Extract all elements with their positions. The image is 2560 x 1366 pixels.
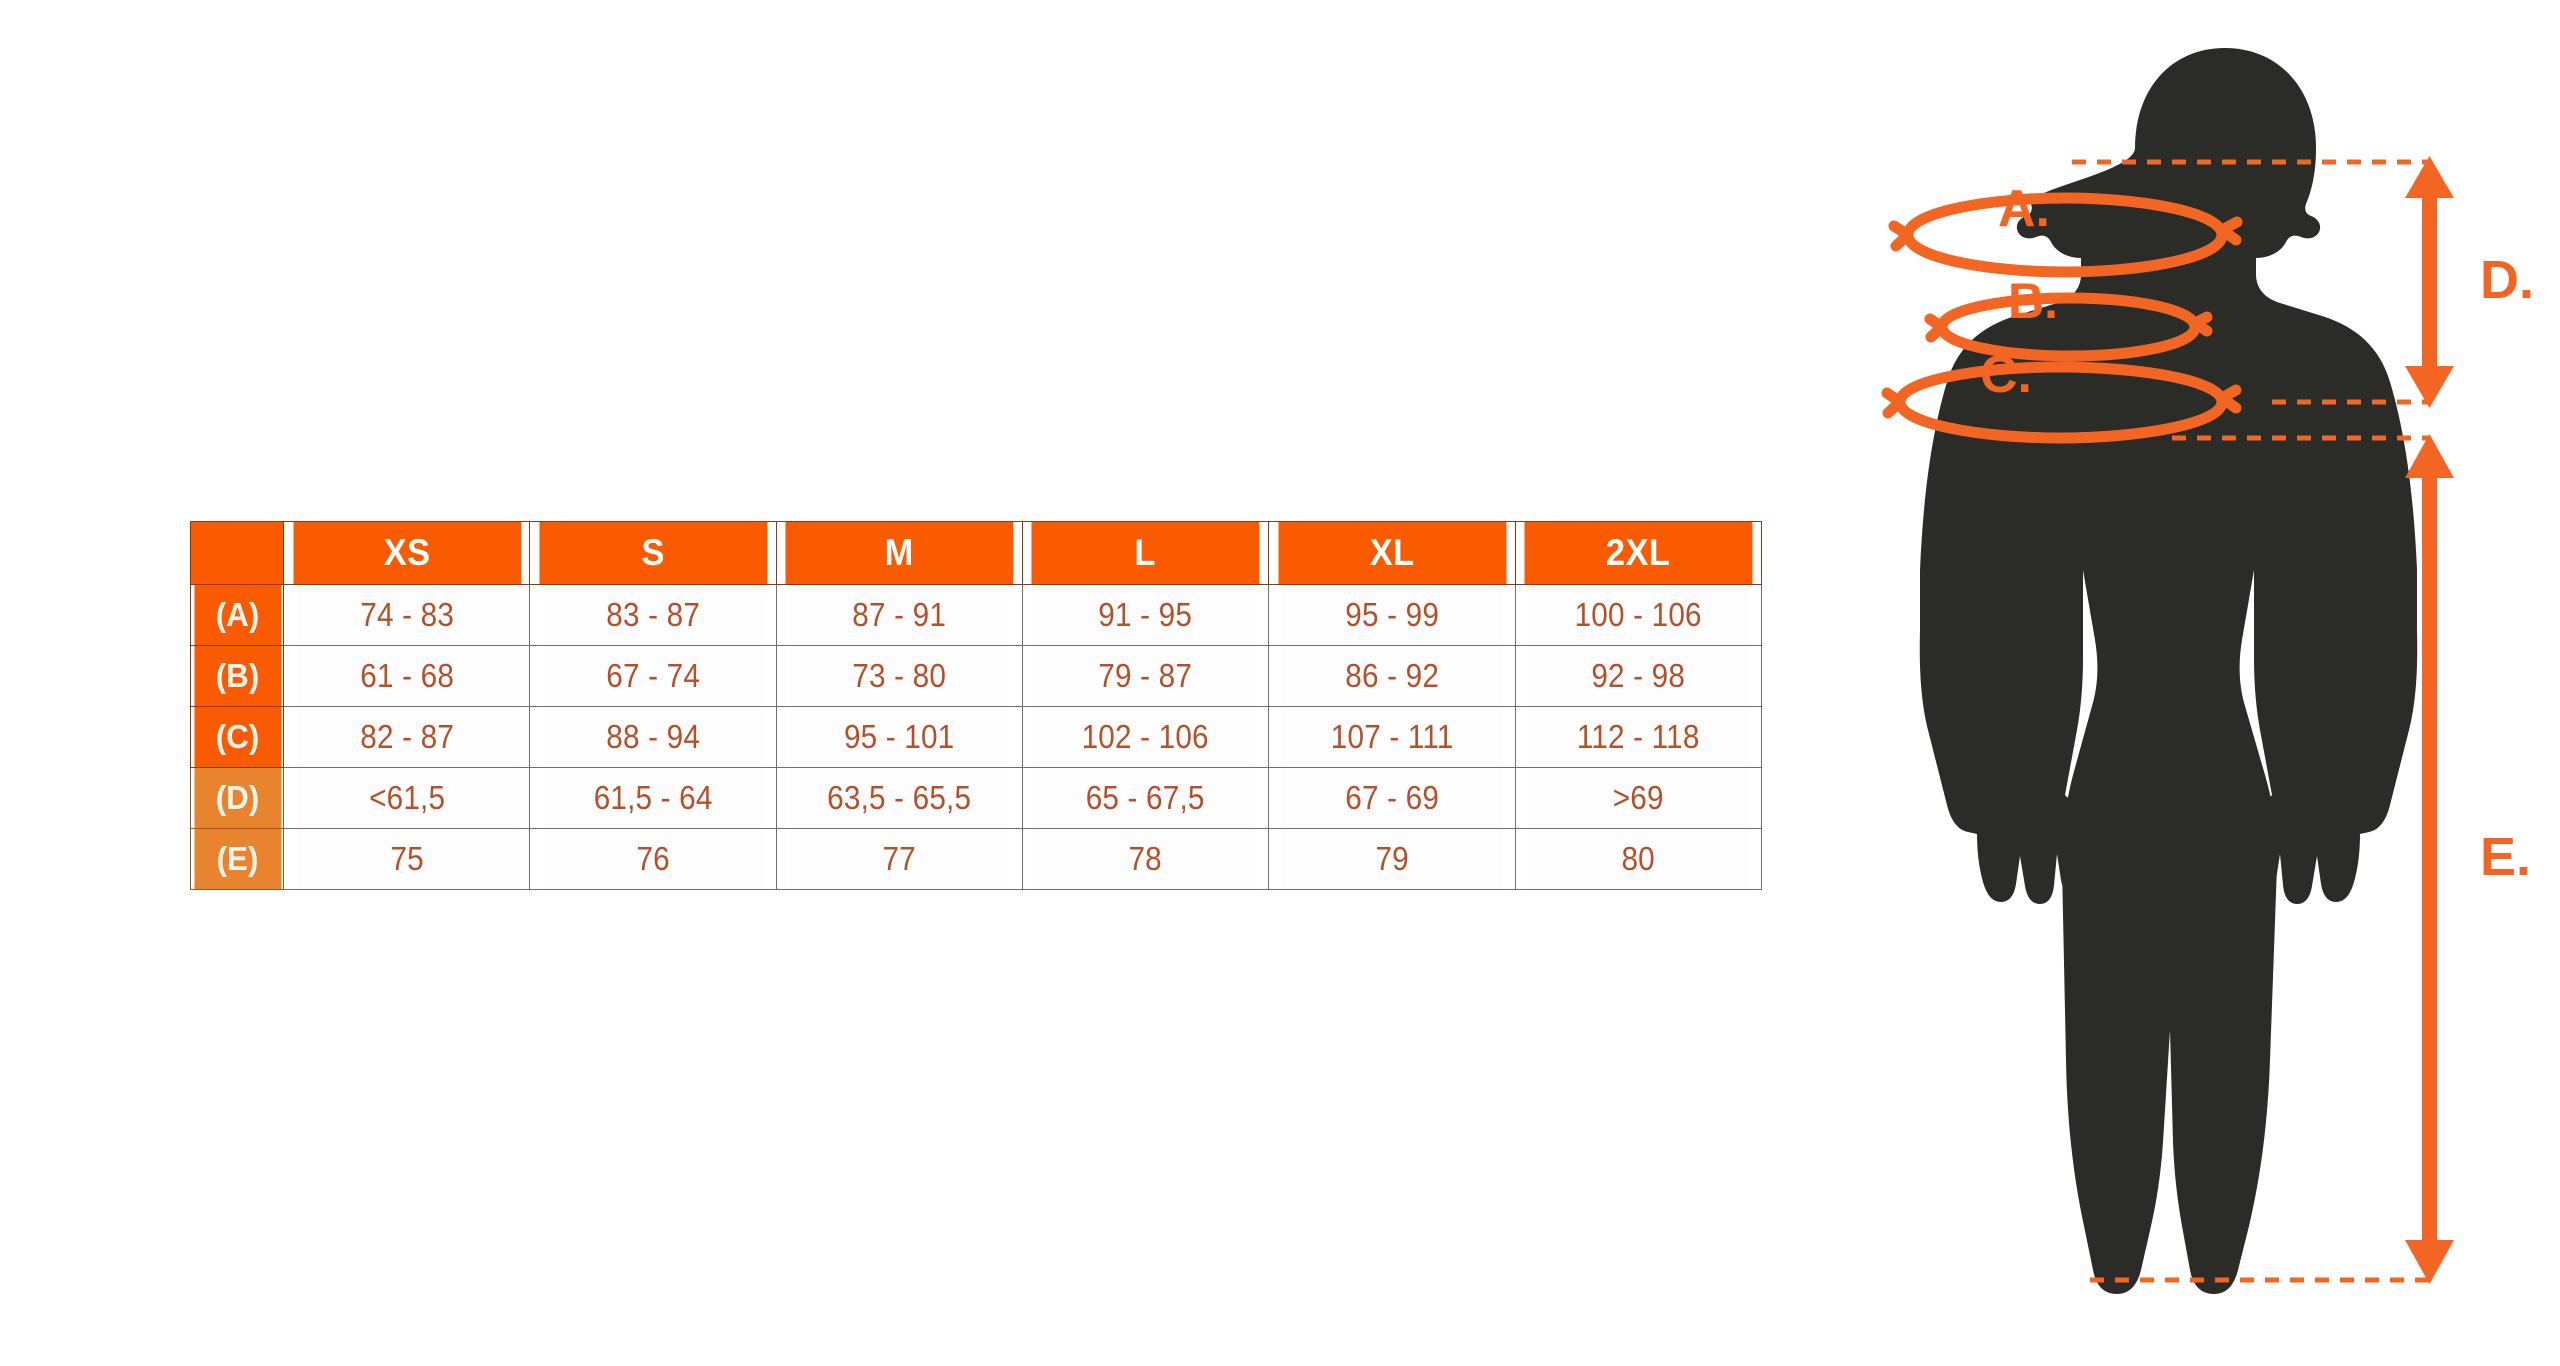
cell-a-xl: 95 - 99 <box>1280 584 1504 646</box>
body-measurement-diagram: A. B. C. D. <box>1790 30 2550 1340</box>
measure-ellipse-a <box>1888 192 2243 278</box>
cell-c-xl: 107 - 111 <box>1280 706 1504 768</box>
table-header: XS S M L XL 2XL <box>190 521 1762 585</box>
row-label-b: (B) <box>192 645 282 707</box>
cell-a-m: 87 - 91 <box>788 584 1011 646</box>
table-row: (A) 74 - 83 83 - 87 87 - 91 91 - 95 95 -… <box>191 584 1762 646</box>
cell-b-xs: 61 - 68 <box>295 645 518 707</box>
cell-a-2xl: 100 - 106 <box>1527 584 1750 646</box>
measure-label-c: C. <box>1980 346 2032 404</box>
cell-d-xs: <61,5 <box>295 767 518 829</box>
cell-d-m: 63,5 - 65,5 <box>788 767 1011 829</box>
table-row: (E) 75 76 77 78 79 80 <box>191 828 1762 890</box>
cell-e-m: 77 <box>788 828 1011 890</box>
size-chart-table: XS S M L XL 2XL (A) 74 - 83 83 - 87 87 -… <box>190 521 1762 890</box>
cell-b-2xl: 92 - 98 <box>1527 645 1750 707</box>
cell-e-xl: 79 <box>1280 828 1504 890</box>
cell-c-l: 102 - 106 <box>1034 706 1257 768</box>
cell-c-2xl: 112 - 118 <box>1527 706 1750 768</box>
table-row: (C) 82 - 87 88 - 94 95 - 101 102 - 106 1… <box>191 706 1762 768</box>
cell-e-l: 78 <box>1034 828 1257 890</box>
column-header-2xl: 2XL <box>1523 521 1754 585</box>
female-body-silhouette <box>1919 48 2418 1294</box>
cell-e-2xl: 80 <box>1527 828 1750 890</box>
measure-label-b: B. <box>2008 273 2058 329</box>
row-label-a: (A) <box>192 584 282 646</box>
cell-c-s: 88 - 94 <box>541 706 765 768</box>
column-header-xl: XL <box>1276 521 1507 585</box>
table-row: (D) <61,5 61,5 - 64 63,5 - 65,5 65 - 67,… <box>191 767 1762 829</box>
cell-e-s: 76 <box>541 828 765 890</box>
table-header-row: XS S M L XL 2XL <box>190 521 1762 585</box>
cell-b-m: 73 - 80 <box>788 645 1011 707</box>
row-label-e: (E) <box>192 828 282 890</box>
table-corner-cell <box>190 521 284 585</box>
table-body: (A) 74 - 83 83 - 87 87 - 91 91 - 95 95 -… <box>191 584 1762 890</box>
column-header-xs: XS <box>291 521 522 585</box>
cell-c-m: 95 - 101 <box>788 706 1011 768</box>
column-header-l: L <box>1030 521 1261 585</box>
cell-b-xl: 86 - 92 <box>1280 645 1504 707</box>
cell-b-s: 67 - 74 <box>541 645 765 707</box>
measure-label-e: E. <box>2480 827 2531 887</box>
cell-a-xs: 74 - 83 <box>295 584 518 646</box>
cell-b-l: 79 - 87 <box>1034 645 1257 707</box>
measure-label-d: D. <box>2480 250 2534 310</box>
dimension-arrow-d <box>2405 156 2454 408</box>
measure-ellipse-c <box>1881 361 2242 444</box>
cell-d-xl: 67 - 69 <box>1280 767 1504 829</box>
cell-a-s: 83 - 87 <box>541 584 765 646</box>
cell-a-l: 91 - 95 <box>1034 584 1257 646</box>
cell-d-2xl: >69 <box>1527 767 1750 829</box>
column-header-m: M <box>784 521 1015 585</box>
cell-d-s: 61,5 - 64 <box>541 767 765 829</box>
cell-d-l: 65 - 67,5 <box>1034 767 1257 829</box>
table-row: (B) 61 - 68 67 - 74 73 - 80 79 - 87 86 -… <box>191 645 1762 707</box>
dimension-arrow-e <box>2405 434 2454 1284</box>
dimension-leader-lines <box>2072 159 2430 1283</box>
column-header-s: S <box>537 521 769 585</box>
measure-label-a: A. <box>1998 180 2050 238</box>
cell-c-xs: 82 - 87 <box>295 706 518 768</box>
row-label-d: (D) <box>192 767 282 829</box>
cell-e-xs: 75 <box>295 828 518 890</box>
row-label-c: (C) <box>192 706 282 768</box>
measure-ellipse-b <box>1924 292 2213 362</box>
